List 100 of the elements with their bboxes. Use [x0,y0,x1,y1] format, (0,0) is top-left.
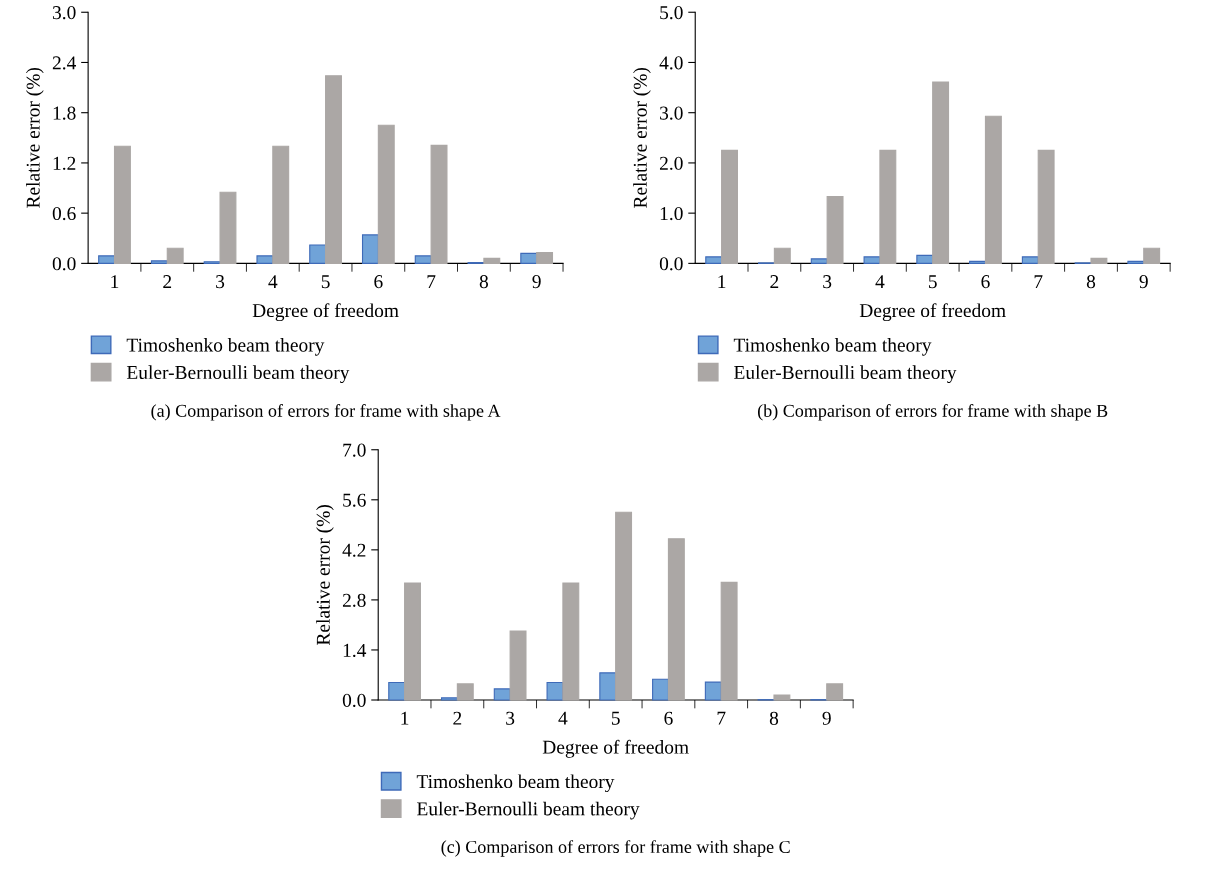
bar [667,538,685,701]
bar [325,75,342,264]
x-axis-title: Degree of freedom [252,303,399,322]
bar [113,145,131,264]
x-tick-label: 5 [321,275,330,289]
x-axis-title: Degree of freedom [542,739,689,758]
bar [1021,256,1039,264]
bar [1127,260,1145,264]
bar [562,582,580,701]
bar [826,196,844,264]
bar [256,255,274,264]
bar [1143,247,1161,264]
x-tick-label: 5 [928,275,937,289]
y-tick-label: 3.0 [660,106,683,120]
x-tick-label: 3 [216,275,225,289]
bar [272,145,290,264]
x-tick-label: 8 [1086,275,1096,289]
x-axis-title: Degree of freedom [859,303,1006,322]
y-tick-label: 7.0 [343,443,366,457]
bar [1090,257,1108,264]
y-tick-label: 0.0 [659,257,683,271]
bar [536,251,554,264]
y-axis-title: Relative error (%) [316,505,334,646]
bar [705,256,723,264]
bar [599,672,617,701]
x-tick-label: 9 [822,711,831,725]
bar [404,582,421,701]
bar [721,149,739,264]
x-tick-label: 1 [718,275,726,288]
bar [916,254,934,264]
y-axis-title: Relative error (%) [26,67,44,208]
text: (b) Comparison of errors for frame with shape B [757,404,1108,421]
y-tick-label: 4.0 [659,56,683,70]
y-tick-label: 4.2 [342,543,366,557]
bar [456,683,474,701]
legend-label: Euler-Bernoulli beam theory [417,801,640,820]
bar [414,255,432,264]
bar [720,581,738,701]
x-tick-label: 7 [427,275,436,288]
bar [219,191,237,264]
bar [388,681,406,701]
text: (a) Comparison of errors for frame with shape A [151,404,501,421]
x-tick-label: 1 [111,275,119,288]
bar [483,257,501,264]
text: (c) Comparison of errors for frame with shape C [441,840,790,857]
x-tick-label: 9 [1139,275,1148,289]
x-tick-label: 4 [558,711,568,725]
bar [863,256,881,264]
y-tick-label: 3.0 [52,6,76,20]
bar [98,255,116,264]
y-tick-label: 2.4 [52,56,77,70]
y-tick-label: 2.8 [342,593,366,607]
y-tick-label: 5.6 [343,493,366,507]
x-tick-label: 2 [163,275,172,288]
bar [309,244,327,264]
y-tick-label: 0.0 [342,693,366,708]
x-tick-label: 1 [401,711,409,725]
x-tick-label: 3 [823,275,832,289]
y-tick-label: 1.2 [53,156,76,170]
bar [546,681,564,701]
x-tick-label: 4 [875,275,885,288]
bar [615,511,633,701]
bar [984,115,1002,264]
bar [969,260,987,264]
legend-label: Euler-Bernoulli beam theory [734,365,957,384]
y-tick-label: 1.0 [660,206,683,221]
x-tick-label: 7 [1034,275,1043,288]
bar [932,81,950,264]
bar [704,681,722,701]
bar [652,678,669,701]
y-axis-title: Relative error (%) [633,67,651,208]
bar [150,260,168,264]
bar [1037,149,1055,264]
bar [826,683,844,701]
x-tick-label: 7 [717,711,726,725]
x-tick-label: 6 [374,275,383,289]
bar [773,247,791,264]
x-tick-label: 6 [981,275,990,289]
y-tick-label: 0.6 [52,206,76,221]
x-tick-label: 8 [769,711,779,725]
y-tick-label: 0.0 [52,257,76,271]
bar [773,694,791,701]
bar [520,252,538,264]
x-tick-label: 5 [611,711,620,725]
x-tick-label: 2 [770,275,779,288]
x-tick-label: 2 [453,711,462,725]
bar [430,144,448,264]
x-tick-label: 9 [532,275,541,289]
legend-label: Euler-Bernoulli beam theory [126,365,350,384]
bar [361,234,379,264]
legend-label: Timoshenko beam theory [416,774,615,793]
y-tick-label: 2.0 [659,156,683,170]
legend-label: Timoshenko beam theory [126,337,325,356]
bar [493,688,511,701]
bar [166,247,184,264]
bar [879,149,897,264]
bar [440,697,458,701]
bar [377,124,395,264]
legend-label: Timoshenko beam theory [733,337,932,356]
x-tick-label: 3 [506,711,515,725]
